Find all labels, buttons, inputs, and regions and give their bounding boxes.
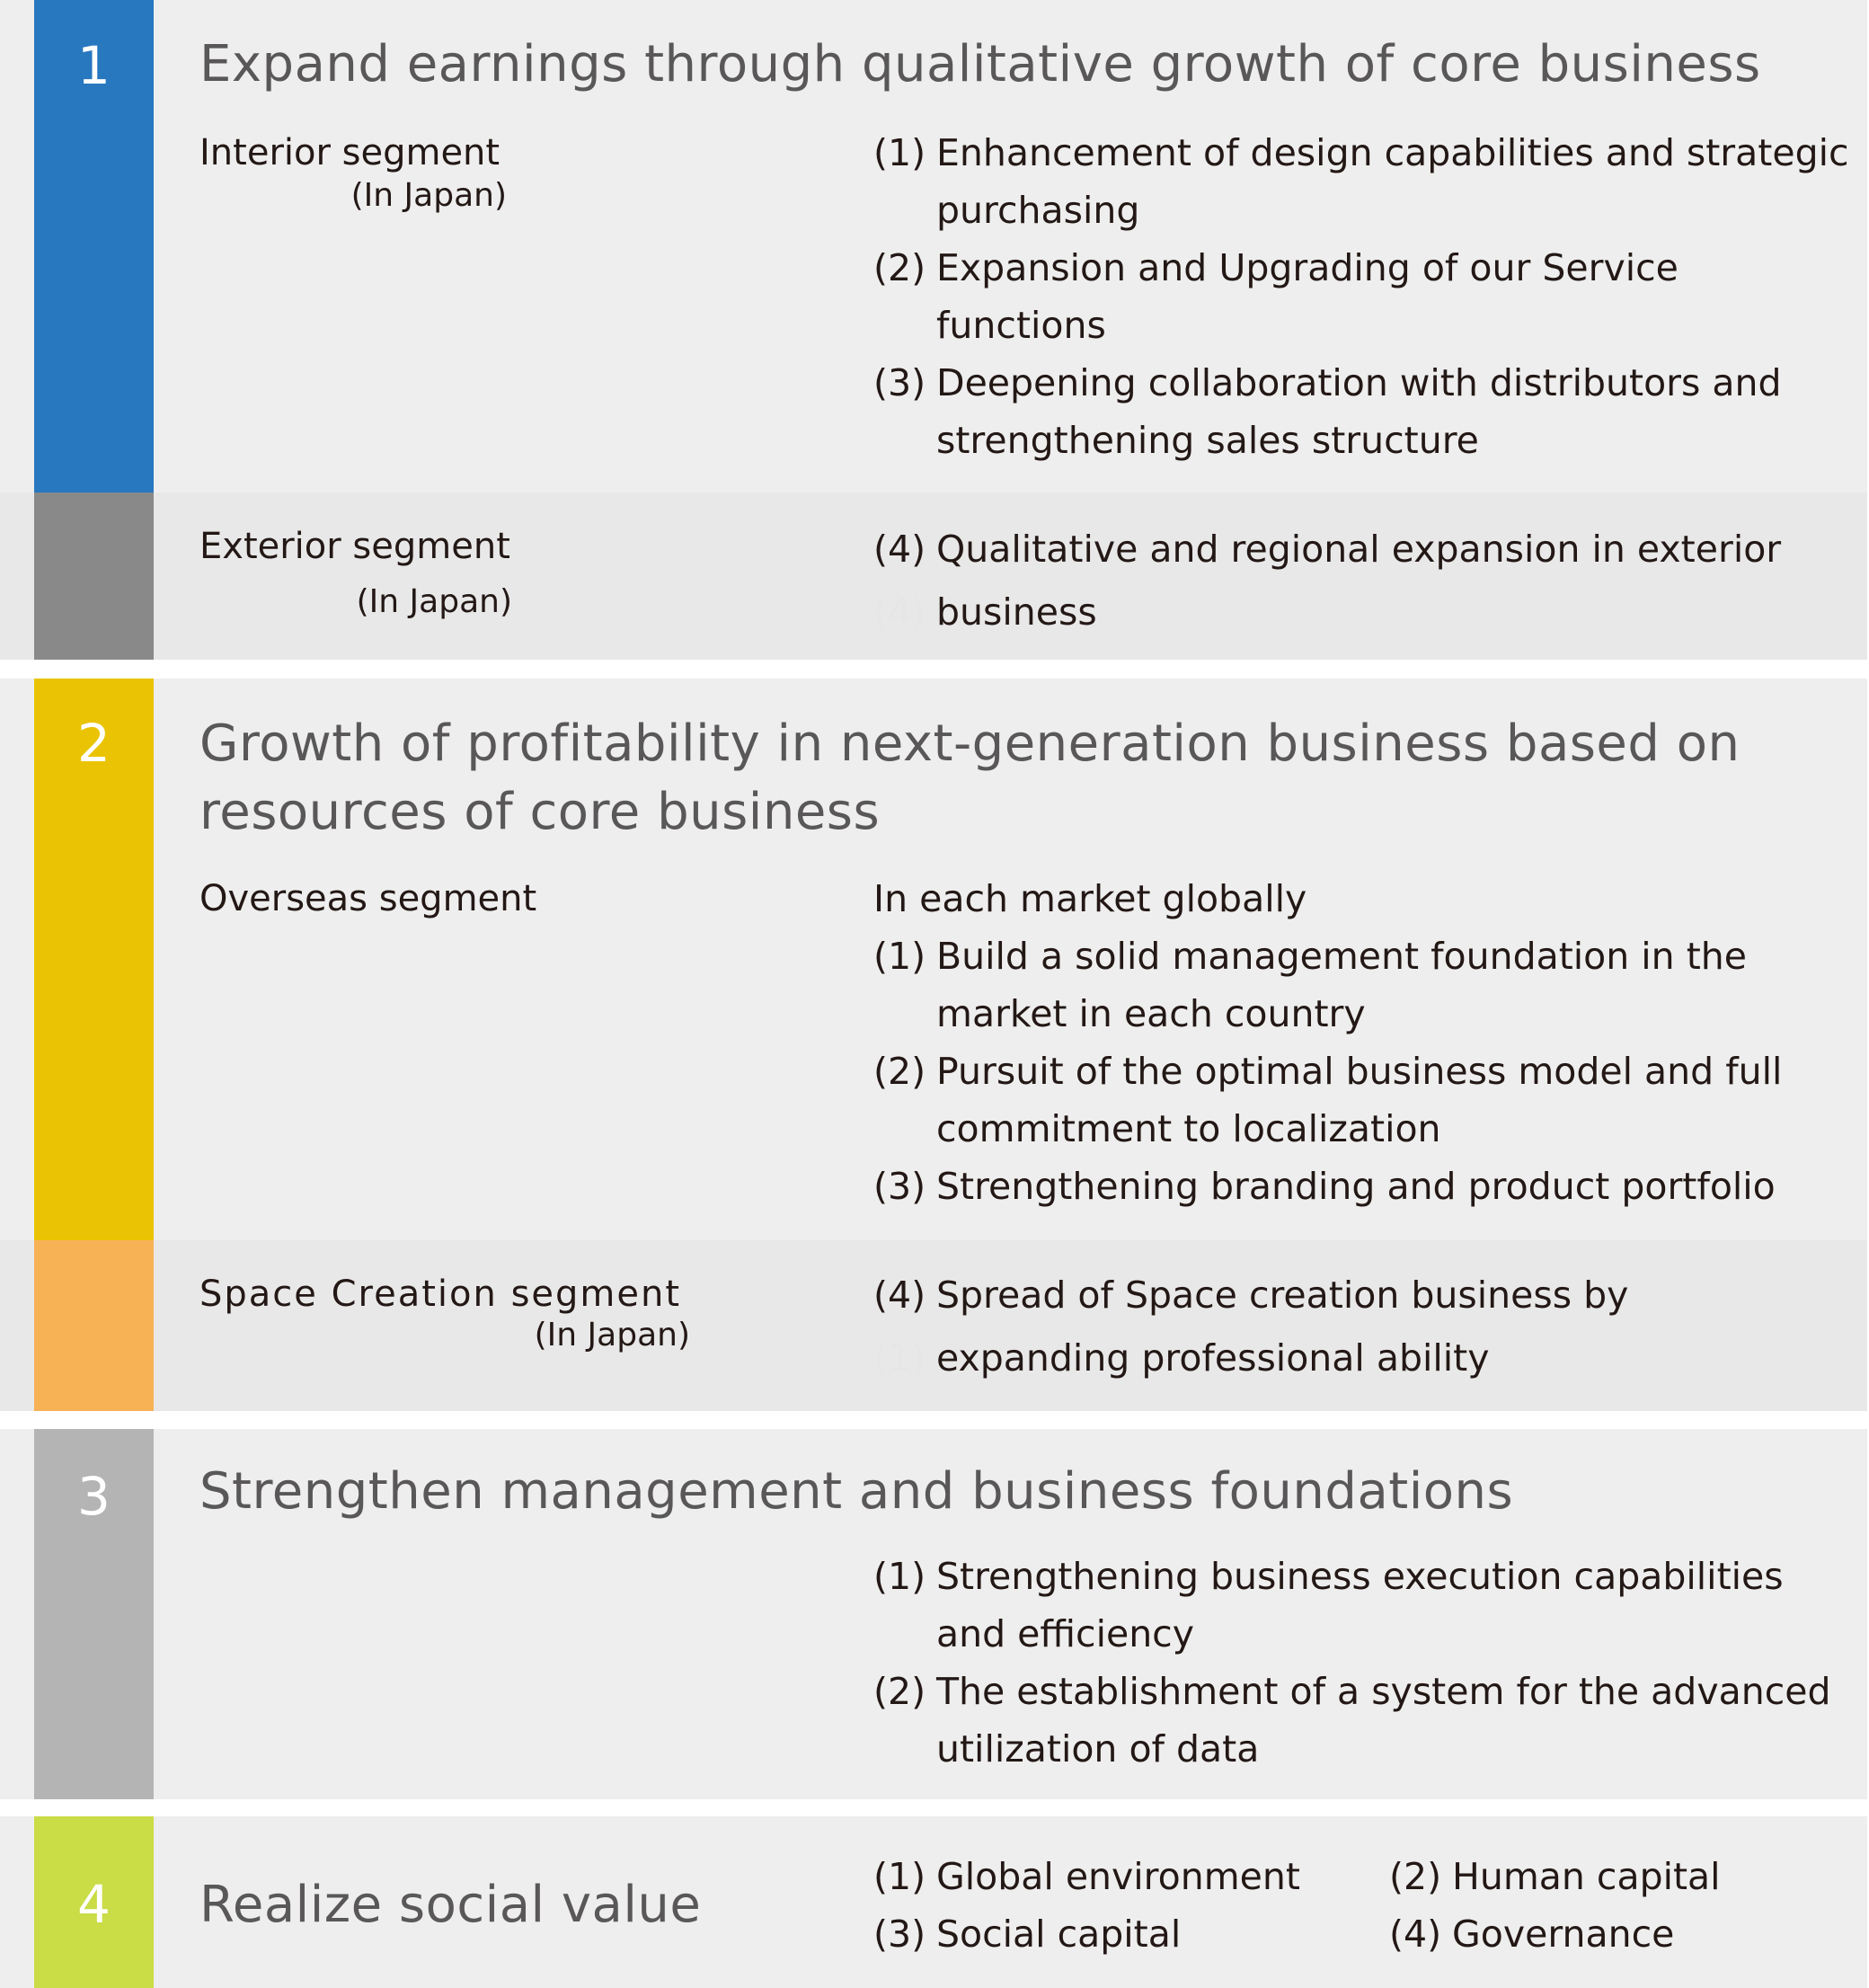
item-mark: (1) <box>873 1555 926 1598</box>
interior-segment-label: Interior segment <box>199 132 500 173</box>
item-mark: (2) <box>873 246 926 289</box>
item-text: Social capital <box>936 1913 1182 1956</box>
section-3-title: Strengthen management and business found… <box>199 1462 1514 1521</box>
item-text: Enhancement of design capabilities and s… <box>936 131 1849 232</box>
item-text: Deepening collaboration with distributor… <box>936 361 1782 462</box>
list-item: (2) Expansion and Upgrading of our Servic… <box>873 239 1853 354</box>
exterior-segment-sublabel: (In Japan) <box>356 583 512 620</box>
item-mark: (2) <box>873 1670 926 1713</box>
list-item: (1) expanding professional ability <box>873 1327 1853 1389</box>
section-2-title-line-2: resources of core business <box>199 783 881 841</box>
item-mark: (1) <box>873 131 926 174</box>
section-2-number: 2 <box>77 713 111 774</box>
section-2-title: Growth of profitability in next-generati… <box>199 710 1740 847</box>
list-item: (3) Strengthening branding and product po… <box>873 1158 1853 1215</box>
item-text: The establishment of a system for the ad… <box>936 1670 1831 1771</box>
item-text: business <box>936 590 1097 634</box>
space-creation-items: (4) Spread of Space creation business by … <box>873 1264 1853 1389</box>
item-text: Strengthening business execution capabil… <box>936 1555 1784 1655</box>
list-item: (3) Deepening collaboration with distribu… <box>873 354 1853 469</box>
item-text: Qualitative and regional expansion in ex… <box>936 528 1782 571</box>
item-text: Global environment <box>936 1855 1300 1898</box>
item-text: Expansion and Upgrading of our Service f… <box>936 246 1679 347</box>
item-mark: (1) <box>873 1336 926 1380</box>
item-text: Build a solid management foundation in t… <box>936 935 1747 1035</box>
section-4-title: Realize social value <box>199 1876 702 1934</box>
item-mark: (1) <box>873 935 926 978</box>
list-item: (4) business <box>873 581 1853 643</box>
list-item: (1) Enhancement of design capabilities an… <box>873 124 1853 239</box>
section-3-color-bar <box>34 1429 154 1799</box>
list-item: (4) Spread of Space creation business by <box>873 1264 1853 1327</box>
interior-segment-sublabel: (In Japan) <box>350 177 507 214</box>
item-mark: (3) <box>873 1165 926 1208</box>
list-item: (1) Strengthening business execution capa… <box>873 1548 1853 1663</box>
section-1-color-bar-exterior <box>34 493 154 660</box>
item-text: Strengthening branding and product portf… <box>936 1165 1776 1208</box>
overseas-segment-label: Overseas segment <box>199 878 537 919</box>
item-text: Pursuit of the optimal business model an… <box>936 1050 1783 1150</box>
item-mark: (2) <box>1389 1855 1442 1898</box>
section-2-space-creation-panel <box>0 1240 1867 1411</box>
section-4-color-bar <box>34 1816 154 1988</box>
list-item: (2) Human capital <box>1389 1848 1838 1905</box>
item-text: Governance <box>1452 1913 1675 1956</box>
space-creation-segment-sublabel: (In Japan) <box>534 1317 690 1353</box>
list-item: (1) Global environment <box>873 1848 1389 1905</box>
exterior-segment-label: Exterior segment <box>199 526 510 567</box>
list-item: (2) The establishment of a system for the… <box>873 1663 1853 1778</box>
section-3-number: 3 <box>77 1466 111 1527</box>
item-text: expanding professional ability <box>936 1336 1490 1380</box>
section-3-items: (1) Strengthening business execution capa… <box>873 1548 1853 1778</box>
list-item: (3) Social capital <box>873 1905 1389 1963</box>
item-mark: (4) <box>1389 1913 1442 1956</box>
list-item: (4) Qualitative and regional expansion in… <box>873 518 1853 581</box>
space-creation-segment-label: Space Creation segment <box>199 1274 682 1315</box>
item-mark: (4) <box>873 590 926 634</box>
section-1-color-bar-interior <box>34 0 154 493</box>
section-1-exterior-panel <box>0 493 1867 660</box>
item-mark: (3) <box>873 361 926 404</box>
list-item: (2) Pursuit of the optimal business model… <box>873 1043 1853 1158</box>
section-2-color-bar-overseas <box>34 679 154 1240</box>
section-4-items: (1) Global environment (2) Human capital (… <box>873 1848 1838 1963</box>
item-mark: (1) <box>873 1855 926 1898</box>
section-4 <box>0 1816 1867 1988</box>
section-4-number: 4 <box>77 1874 111 1935</box>
item-text: Human capital <box>1452 1855 1721 1898</box>
exterior-items: (4) Qualitative and regional expansion in… <box>873 518 1853 643</box>
overseas-intro: In each market globally <box>873 877 1307 920</box>
section-1-number: 1 <box>77 35 111 96</box>
list-item: (4) Governance <box>1389 1905 1838 1963</box>
item-mark: (4) <box>873 528 926 571</box>
item-mark: (4) <box>873 1274 926 1317</box>
item-text: Spread of Space creation business by <box>936 1274 1629 1317</box>
item-mark: (2) <box>873 1050 926 1093</box>
section-1-title: Expand earnings through qualitative grow… <box>199 35 1761 93</box>
list-item: (1) Build a solid management foundation i… <box>873 927 1853 1043</box>
section-2-color-bar-space-creation <box>34 1240 154 1411</box>
item-mark: (3) <box>873 1913 926 1956</box>
overseas-items: In each market globally (1) Build a solid… <box>873 870 1853 1215</box>
section-2-title-line-1: Growth of profitability in next-generati… <box>199 714 1741 773</box>
interior-items: (1) Enhancement of design capabilities an… <box>873 124 1853 469</box>
section-3 <box>0 1429 1867 1799</box>
